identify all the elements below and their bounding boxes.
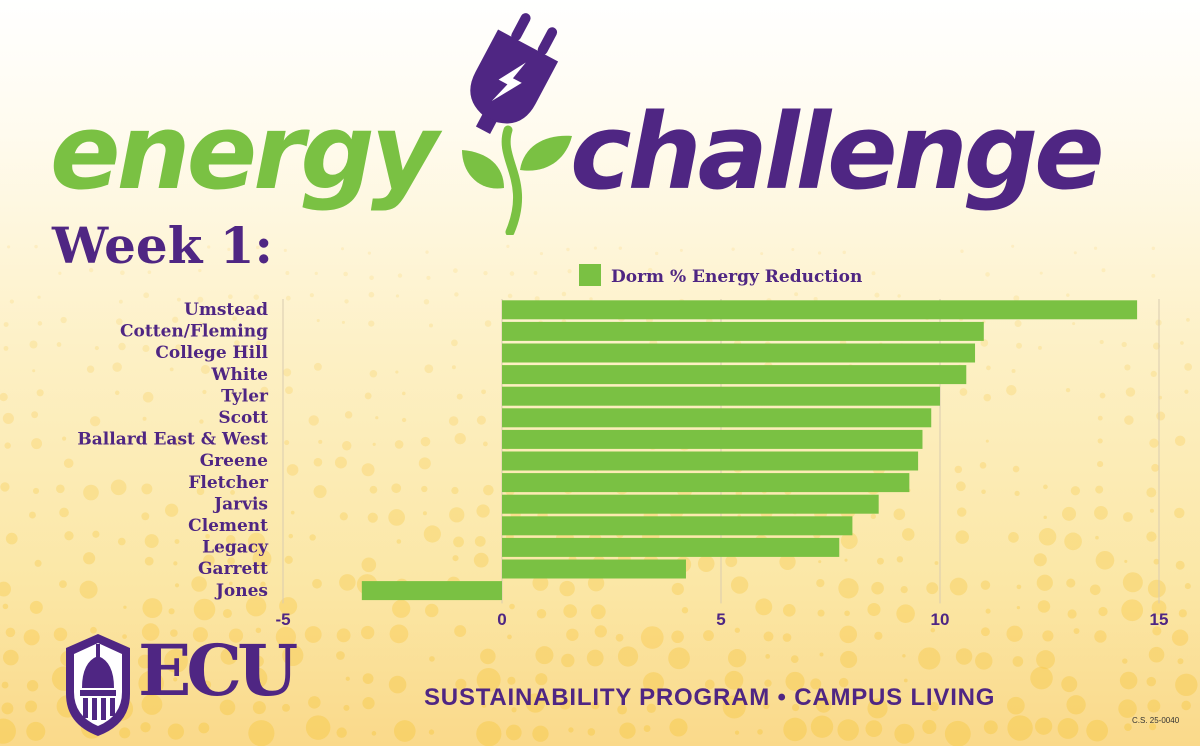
plug-icon xyxy=(462,13,572,235)
bar xyxy=(502,386,940,406)
bar xyxy=(502,429,923,449)
ecu-seal-icon xyxy=(66,634,130,736)
bar xyxy=(361,581,502,601)
bar xyxy=(502,537,840,557)
category-label: Tyler xyxy=(221,386,269,406)
print-code: C.S. 25-0040 xyxy=(1132,716,1180,725)
bar xyxy=(502,343,976,363)
category-label: Jones xyxy=(214,581,268,601)
bar xyxy=(502,300,1138,320)
x-tick-label: -5 xyxy=(275,610,290,629)
bar xyxy=(502,473,910,493)
bar xyxy=(502,494,879,514)
program-label: SUSTAINABILITY PROGRAM • CAMPUS LIVING xyxy=(424,684,996,711)
category-label: White xyxy=(210,365,268,385)
x-tick-label: 5 xyxy=(716,610,725,629)
bar xyxy=(502,559,686,579)
title-energy: energy xyxy=(50,91,439,213)
category-label: Legacy xyxy=(202,538,269,558)
category-label: Cotten/Fleming xyxy=(120,322,268,342)
bar xyxy=(502,321,984,341)
legend-label: Dorm % Energy Reduction xyxy=(611,267,862,287)
category-label: Jarvis xyxy=(212,494,268,514)
title-challenge: challenge xyxy=(570,91,1105,213)
leaf-icon xyxy=(520,135,572,171)
ecu-logo-text: ECU xyxy=(138,629,298,712)
x-tick-label: 15 xyxy=(1150,610,1169,629)
category-label: Fletcher xyxy=(188,473,269,493)
legend-swatch xyxy=(579,264,601,286)
x-tick-label: 0 xyxy=(497,610,506,629)
bar xyxy=(502,408,932,428)
week-label: Week 1: xyxy=(52,216,273,275)
category-label: Garrett xyxy=(198,559,268,579)
bar xyxy=(502,451,919,471)
x-tick-label: 10 xyxy=(931,610,950,629)
category-label: Scott xyxy=(218,408,268,428)
bar xyxy=(502,516,853,536)
category-label: College Hill xyxy=(155,343,268,363)
category-label: Greene xyxy=(200,451,268,471)
category-label: Umstead xyxy=(184,300,268,320)
category-label: Clement xyxy=(188,516,268,536)
bar xyxy=(502,365,967,385)
category-label: Ballard East & West xyxy=(77,430,268,450)
leaf-icon xyxy=(462,150,504,189)
lightning-icon xyxy=(491,62,526,101)
